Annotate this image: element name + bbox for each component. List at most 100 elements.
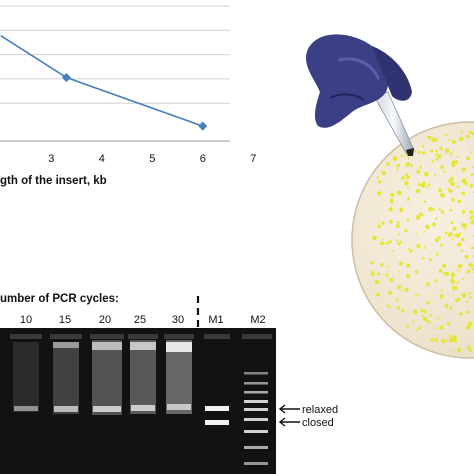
colony-dot (457, 199, 462, 204)
colony-dot (447, 232, 453, 237)
chart-x-tick-5: 5 (149, 153, 155, 165)
colony-dot (431, 160, 435, 163)
colony-dot (418, 326, 422, 330)
colony-dot (461, 167, 466, 172)
colony-dot (464, 254, 469, 259)
colony-dot (437, 317, 440, 320)
colony-dot (453, 234, 456, 237)
colony-dot (395, 297, 399, 301)
colony-dot (404, 181, 409, 186)
colony-dot (376, 176, 380, 179)
pipette-tip-icon (373, 91, 415, 156)
colony-dot (420, 309, 425, 313)
colony-dot (434, 217, 438, 220)
colony-dot (448, 179, 452, 183)
colony-dot (421, 314, 424, 317)
colony-dot (381, 170, 386, 176)
colony-dot (449, 209, 453, 212)
colony-dot (435, 327, 437, 330)
colony-dot (439, 146, 443, 151)
colony-dot (431, 222, 436, 227)
colony-dot (457, 270, 460, 273)
colony-dot (426, 282, 431, 287)
colony-dot (468, 131, 472, 134)
colony-dot (432, 208, 436, 211)
colony-dot (462, 278, 465, 281)
colony-dot (430, 149, 434, 153)
colony-dot (398, 233, 401, 236)
colony-dot (407, 186, 410, 189)
colony-dot (462, 181, 465, 184)
colony-dot (471, 246, 474, 250)
chart-x-tick-6: 6 (200, 153, 206, 165)
colony-dot (400, 155, 404, 158)
colony-dot (416, 169, 421, 174)
colony-dot (401, 289, 404, 292)
colony-dot (469, 151, 473, 154)
colony-dot (435, 150, 438, 153)
chart-point (61, 73, 71, 83)
colony-dot (421, 151, 426, 155)
colony-dot (416, 243, 421, 249)
colony-dot (433, 174, 436, 177)
relaxed-arrow (278, 404, 300, 414)
colony-dot (439, 294, 444, 299)
gel-lane-label-10: 10 (20, 314, 32, 326)
colony-dot (461, 292, 467, 298)
colony-dot (449, 334, 453, 338)
chart-point (198, 121, 208, 131)
colony-dot (382, 238, 385, 241)
colony-dot (397, 190, 402, 196)
colony-dot (412, 320, 415, 323)
colony-dot (405, 175, 410, 180)
colony-dot (451, 163, 456, 168)
colony-dot (458, 264, 463, 269)
colony-dot (440, 165, 443, 168)
colony-dot (399, 210, 403, 213)
colony-dot (417, 150, 421, 154)
colony-dot (456, 156, 459, 158)
colony-dot (406, 219, 410, 222)
closed-label: closed (302, 417, 334, 429)
chart-x-tick-labels: 3 4 5 6 7 (48, 153, 256, 165)
colony-dot (409, 249, 413, 253)
colony-dot (466, 134, 470, 139)
colony-dot (406, 324, 410, 328)
colony-dot (451, 237, 454, 240)
colony-dot (469, 210, 474, 215)
colony-dot (466, 300, 469, 303)
colony-dot (377, 224, 381, 229)
chart-x-axis-label: gth of the insert, kb (0, 175, 107, 187)
colony-dot (466, 345, 471, 350)
colony-dot (415, 188, 421, 194)
colony-dot (416, 218, 419, 221)
colony-dot (451, 336, 456, 341)
colony-dot (450, 221, 454, 225)
colony-dot (443, 170, 446, 173)
colony-dot (423, 200, 427, 203)
colony-dot (435, 157, 439, 161)
chart-x-tick-7: 7 (250, 153, 256, 165)
colony-dot (438, 268, 443, 273)
colony-dot (445, 339, 448, 342)
colony-dot (453, 340, 456, 343)
colony-dot (440, 289, 443, 292)
colony-dot (471, 131, 474, 136)
colony-dot (396, 305, 401, 310)
colony-dot (465, 326, 470, 330)
gel-product-bands (14, 404, 191, 412)
colony-dot (414, 294, 417, 297)
colony-dot (456, 185, 460, 188)
colony-dot (398, 270, 400, 273)
colony-dot (451, 139, 456, 144)
colony-dot (397, 242, 401, 246)
colony-dot (434, 237, 439, 243)
colony-dot (451, 294, 454, 297)
colony-dot (386, 304, 390, 308)
colony-dot (419, 165, 422, 169)
colony-dot (450, 181, 455, 187)
colony-dot (423, 316, 428, 322)
colony-dot (415, 232, 418, 235)
colony-dot (452, 349, 455, 352)
